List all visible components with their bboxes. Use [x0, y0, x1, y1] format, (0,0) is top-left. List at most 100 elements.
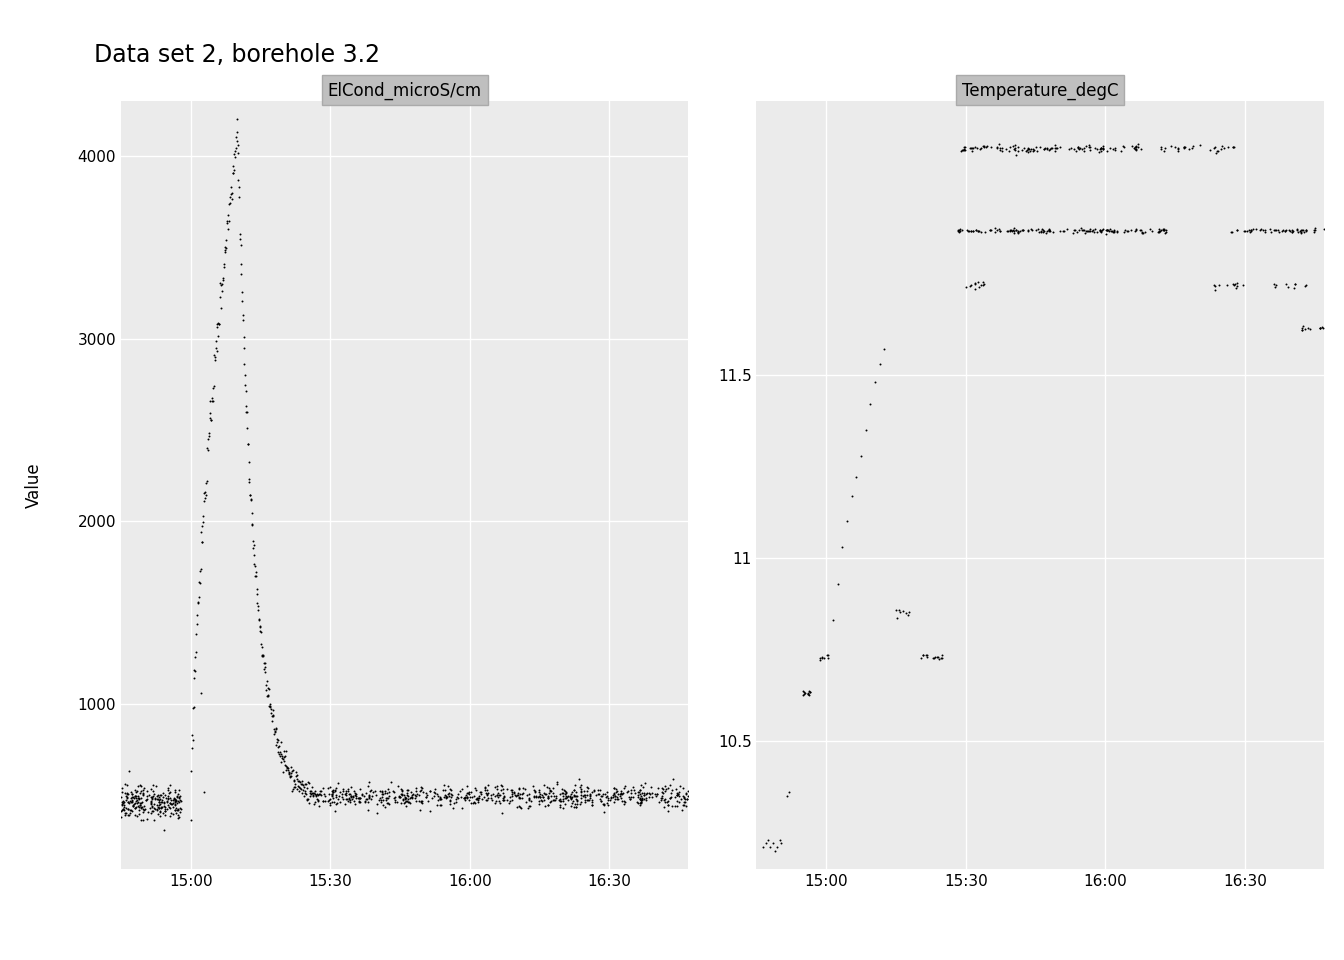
Point: [144, 796, 165, 811]
Point: [626, 794, 648, 809]
Point: [289, 779, 310, 794]
Point: [164, 794, 185, 809]
Point: [395, 790, 417, 805]
Point: [655, 783, 676, 799]
Point: [634, 775, 656, 790]
Point: [398, 791, 419, 806]
Point: [332, 783, 353, 799]
Point: [376, 785, 398, 801]
Point: [1124, 224, 1145, 239]
Point: [961, 143, 982, 158]
Point: [1125, 223, 1146, 238]
Point: [558, 792, 579, 807]
Point: [813, 651, 835, 666]
Point: [550, 798, 571, 813]
Point: [552, 788, 574, 804]
Point: [657, 780, 679, 796]
Point: [1150, 222, 1172, 237]
Point: [668, 784, 689, 800]
Point: [297, 780, 319, 796]
Point: [917, 649, 938, 664]
Point: [1309, 321, 1331, 336]
Point: [519, 799, 540, 814]
Point: [304, 795, 325, 810]
Point: [1021, 143, 1043, 158]
Point: [555, 784, 577, 800]
Point: [146, 787, 168, 803]
Point: [809, 651, 831, 666]
Point: [441, 787, 462, 803]
Point: [181, 728, 203, 743]
Point: [1106, 224, 1128, 239]
Point: [1292, 322, 1313, 337]
Point: [181, 740, 203, 756]
Point: [566, 794, 587, 809]
Point: [453, 790, 474, 805]
Point: [324, 782, 345, 798]
Point: [887, 611, 909, 626]
Point: [1042, 224, 1063, 239]
Point: [156, 790, 177, 805]
Point: [607, 787, 629, 803]
Point: [391, 781, 413, 797]
Point: [384, 792, 406, 807]
Point: [435, 788, 457, 804]
Point: [167, 802, 188, 817]
Point: [528, 782, 550, 798]
Point: [462, 795, 484, 810]
Point: [538, 797, 559, 812]
Point: [992, 140, 1013, 156]
Point: [140, 796, 161, 811]
Point: [442, 801, 464, 816]
Point: [1153, 144, 1175, 159]
Point: [130, 783, 152, 799]
Point: [492, 790, 513, 805]
Point: [142, 787, 164, 803]
Point: [554, 782, 575, 798]
Point: [1003, 226, 1024, 241]
Point: [1012, 223, 1034, 238]
Point: [168, 790, 190, 805]
Point: [1124, 142, 1145, 157]
Point: [222, 185, 243, 201]
Point: [332, 791, 353, 806]
Point: [184, 663, 206, 679]
Point: [149, 787, 171, 803]
Point: [233, 312, 254, 327]
Point: [224, 150, 246, 165]
Point: [827, 576, 848, 591]
Point: [409, 794, 430, 809]
Point: [1164, 139, 1185, 155]
Point: [238, 454, 259, 469]
Point: [581, 798, 602, 813]
Point: [270, 734, 292, 750]
Point: [146, 798, 168, 813]
Point: [293, 780, 314, 795]
Point: [208, 316, 230, 331]
Point: [278, 766, 300, 781]
Point: [214, 245, 235, 260]
Point: [387, 779, 409, 794]
Point: [792, 684, 813, 699]
Point: [476, 785, 497, 801]
Point: [552, 793, 574, 808]
Point: [1294, 322, 1316, 337]
Point: [984, 224, 1005, 239]
Point: [1017, 141, 1039, 156]
Point: [133, 803, 155, 818]
Point: [1305, 221, 1327, 236]
Point: [278, 766, 300, 781]
Point: [500, 794, 521, 809]
Point: [243, 547, 265, 563]
Point: [657, 803, 679, 818]
Point: [577, 792, 598, 807]
Point: [253, 649, 274, 664]
Point: [439, 793, 461, 808]
Point: [348, 795, 370, 810]
Point: [594, 796, 616, 811]
Point: [1090, 225, 1111, 240]
Point: [954, 139, 976, 155]
Point: [1125, 141, 1146, 156]
Point: [439, 792, 461, 807]
Point: [523, 779, 544, 794]
